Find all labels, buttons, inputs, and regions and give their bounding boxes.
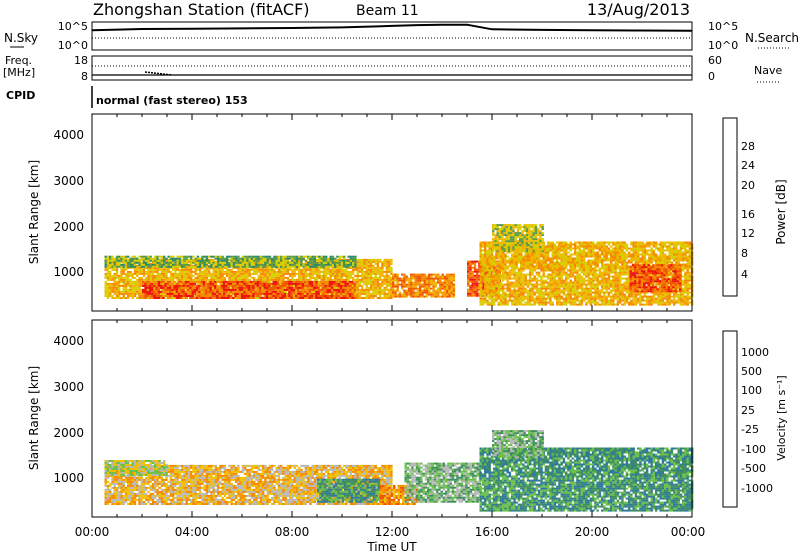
power-region-2	[104, 255, 357, 268]
power-y-tick-2000: 2000	[53, 220, 84, 234]
velocity-region-1	[104, 460, 168, 476]
power-cbar-tick-28: 28	[741, 140, 755, 153]
velocity-region-2	[317, 478, 381, 503]
velocity-cbar-tick-m1000: -1000	[741, 482, 773, 495]
power-cbar-tick-24: 24	[741, 159, 755, 172]
station-title: Zhongshan Station (fitACF)	[93, 0, 310, 19]
velocity-cbar-tick-25: 25	[741, 404, 755, 417]
velocity-cbar-tick-500: 500	[741, 365, 762, 378]
nsky-tick-top: 10^5	[58, 20, 88, 33]
time-tick-00-end: 00:00	[671, 525, 706, 539]
nsearch-tick-bottom: 10^0	[708, 39, 738, 52]
velocity-heatmap	[104, 430, 694, 512]
cpid-label: CPID	[6, 89, 35, 102]
velocity-cbar-tick-1000: 1000	[741, 346, 769, 359]
velocity-colorbar-label: Velocity [m s⁻¹]	[775, 375, 788, 460]
power-region-7	[629, 264, 682, 293]
power-cbar-tick-20: 20	[741, 179, 755, 192]
velocity-y-tick-2000: 2000	[53, 426, 84, 440]
nsearch-tick-top: 10^5	[708, 20, 738, 33]
velocity-region-6	[492, 430, 544, 459]
freq-tick-bottom: 8	[81, 70, 88, 83]
power-region-3	[392, 273, 456, 298]
nave-tick-top: 60	[708, 54, 722, 67]
nsky-line	[91, 23, 693, 32]
velocity-region-5	[479, 447, 694, 512]
freq-panel	[91, 55, 693, 81]
time-axis-label: Time UT	[366, 540, 417, 554]
time-tick-08: 08:00	[275, 525, 310, 539]
power-colorbar-border	[722, 117, 738, 297]
velocity-region-4	[404, 462, 482, 503]
nsearch-label: N.Search	[745, 31, 799, 45]
velocity-y-axis-label: Slant Range [km]	[27, 366, 41, 470]
beam-label: Beam 11	[356, 3, 419, 19]
power-cbar-tick-16: 16	[741, 208, 755, 221]
nave-label: Nave	[754, 64, 782, 77]
power-y-tick-3000: 3000	[53, 174, 84, 188]
velocity-cbar-tick-m25: -25	[741, 423, 759, 436]
freq-blip	[144, 71, 173, 76]
power-y-axis-label: Slant Range [km]	[27, 160, 41, 264]
nsky-tick-bottom: 10^0	[58, 39, 88, 52]
velocity-y-tick-1000: 1000	[53, 471, 84, 485]
velocity-cbar-tick-m100: -100	[741, 443, 766, 456]
power-region-1	[142, 280, 356, 299]
cpid-value: normal (fast stereo) 153	[96, 94, 248, 107]
velocity-y-tick-3000: 3000	[53, 380, 84, 394]
power-cbar-tick-8: 8	[741, 247, 748, 260]
power-y-tick-1000: 1000	[53, 265, 84, 279]
power-cbar-tick-4: 4	[741, 268, 748, 281]
power-heatmap	[104, 224, 694, 306]
time-tick-12: 12:00	[375, 525, 410, 539]
time-tick-00-start: 00:00	[75, 525, 110, 539]
nsky-panel	[91, 21, 693, 51]
power-colorbar-label: Power [dB]	[774, 179, 788, 244]
freq-tick-top: 18	[74, 54, 88, 67]
velocity-colorbar-border	[722, 330, 738, 508]
freq-label-line2: [MHz]	[3, 66, 35, 79]
time-axis-ticks	[91, 114, 693, 517]
velocity-cbar-tick-100: 100	[741, 384, 762, 397]
power-y-tick-4000: 4000	[53, 128, 84, 142]
velocity-y-tick-4000: 4000	[53, 334, 84, 348]
power-cbar-tick-12: 12	[741, 227, 755, 240]
time-tick-04: 04:00	[175, 525, 210, 539]
time-tick-20: 20:00	[575, 525, 610, 539]
nsky-label: N.Sky	[4, 31, 38, 45]
nave-tick-bottom: 0	[708, 70, 715, 83]
power-region-6	[492, 224, 544, 253]
time-tick-16: 16:00	[475, 525, 510, 539]
velocity-cbar-tick-m500: -500	[741, 462, 766, 475]
date-label: 13/Aug/2013	[587, 0, 690, 19]
freq-label-line1: Freq.	[5, 54, 32, 67]
